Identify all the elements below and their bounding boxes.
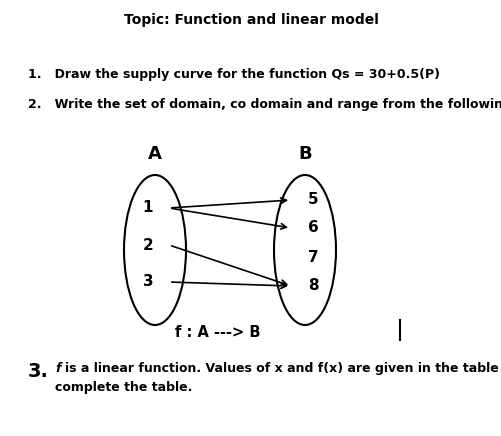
- Text: 1: 1: [142, 201, 153, 215]
- Text: 6: 6: [307, 221, 318, 235]
- Text: 2.   Write the set of domain, co domain and range from the following:: 2. Write the set of domain, co domain an…: [28, 98, 501, 111]
- Text: 3.: 3.: [28, 362, 49, 381]
- Text: 2: 2: [142, 238, 153, 252]
- Text: 5: 5: [307, 193, 318, 208]
- Text: is a linear function. Values of x and f(x) are given in the table below;: is a linear function. Values of x and f(…: [65, 362, 501, 375]
- Text: Topic: Function and linear model: Topic: Function and linear model: [123, 13, 378, 27]
- Text: f : A ---> B: f : A ---> B: [175, 325, 260, 340]
- Text: B: B: [298, 145, 311, 163]
- Text: A: A: [148, 145, 162, 163]
- Text: 7: 7: [307, 251, 318, 266]
- Text: f: f: [55, 362, 61, 375]
- Text: 8: 8: [307, 279, 318, 293]
- Text: complete the table.: complete the table.: [55, 381, 192, 394]
- Text: 3: 3: [142, 275, 153, 290]
- Text: 1.   Draw the supply curve for the function Qs = 30+0.5(P): 1. Draw the supply curve for the functio…: [28, 68, 439, 81]
